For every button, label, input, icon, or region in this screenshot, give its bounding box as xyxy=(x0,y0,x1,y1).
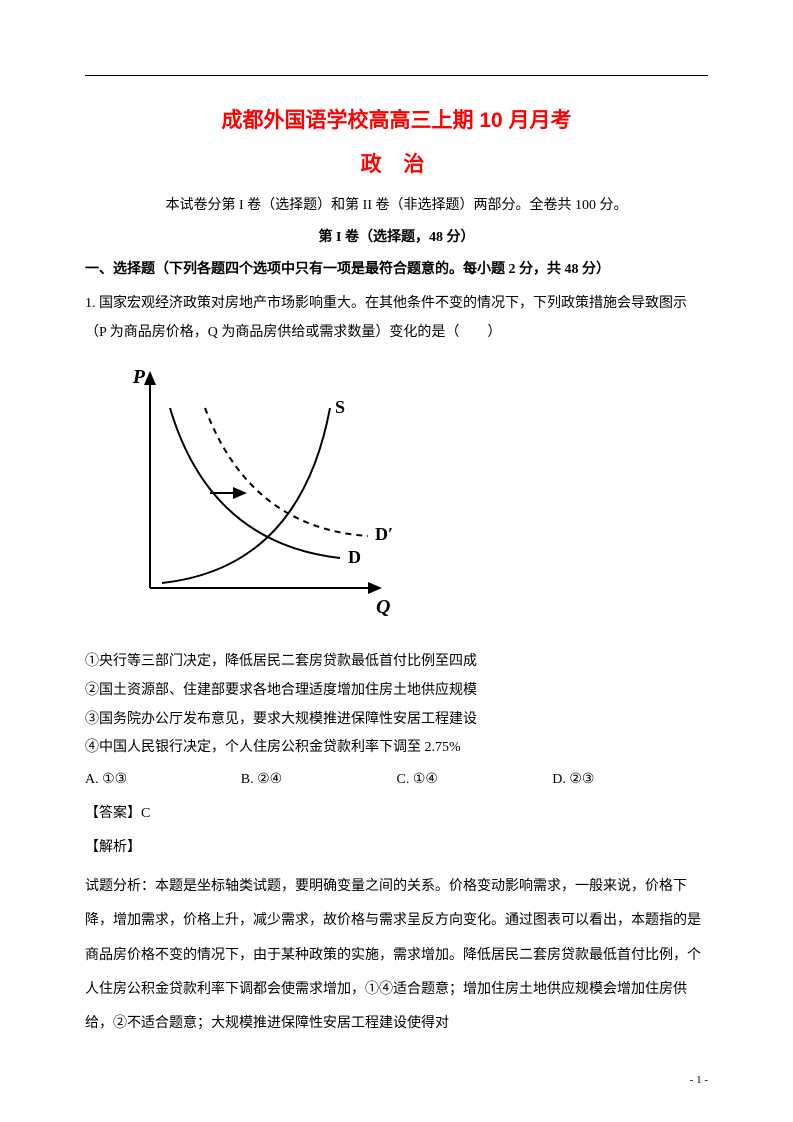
q1-item-3: ③国务院办公厅发布意见，要求大规模推进保障性安居工程建设 xyxy=(85,706,708,735)
doc-title-main: 成都外国语学校高高三上期 10 月月考 xyxy=(85,104,708,134)
q1-chart: P Q S D D′ xyxy=(105,353,708,638)
q1-item-2: ②国土资源部、住建部要求各地合理适度增加住房土地供应规模 xyxy=(85,677,708,706)
q1-item-4: ④中国人民银行决定，个人住房公积金贷款利率下调至 2.75% xyxy=(85,734,708,763)
intro-text: 本试卷分第 I 卷（选择题）和第 II 卷（非选择题）两部分。全卷共 100 分… xyxy=(85,194,708,214)
section-instruction: 一、选择题（下列各题四个选项中只有一项是最符合题意的。每小题 2 分，共 48 … xyxy=(85,258,708,278)
svg-text:D′: D′ xyxy=(375,524,393,544)
doc-title-sub: 政 治 xyxy=(85,148,708,178)
supply-demand-chart: P Q S D D′ xyxy=(105,353,405,633)
page-number: - 1 - xyxy=(690,1074,708,1086)
q1-analysis: 试题分析：本题是坐标轴类试题，要明确变量之间的关系。价格变动影响需求，一般来说，… xyxy=(85,870,708,1041)
svg-text:Q: Q xyxy=(376,596,390,618)
q1-options: A. ①③ B. ②④ C. ①④ D. ②③ xyxy=(85,771,708,788)
section-heading: 第 I 卷（选择题，48 分） xyxy=(85,226,708,246)
q1-analysis-label: 【解析】 xyxy=(85,836,708,856)
q1-stem: 1. 国家宏观经济政策对房地产市场影响重大。在其他条件不变的情况下，下列政策措施… xyxy=(85,290,708,347)
svg-text:P: P xyxy=(132,366,146,388)
svg-text:D: D xyxy=(348,547,361,567)
option-c: C. ①④ xyxy=(397,771,553,788)
option-a: A. ①③ xyxy=(85,771,241,788)
q1-answer: 【答案】C xyxy=(85,802,708,822)
option-b: B. ②④ xyxy=(241,771,397,788)
page-container: 成都外国语学校高高三上期 10 月月考 政 治 本试卷分第 I 卷（选择题）和第… xyxy=(0,0,793,1122)
svg-text:S: S xyxy=(335,397,345,417)
q1-item-1: ①央行等三部门决定，降低居民二套房贷款最低首付比例至四成 xyxy=(85,648,708,677)
top-rule xyxy=(85,75,708,76)
option-d: D. ②③ xyxy=(552,771,708,788)
